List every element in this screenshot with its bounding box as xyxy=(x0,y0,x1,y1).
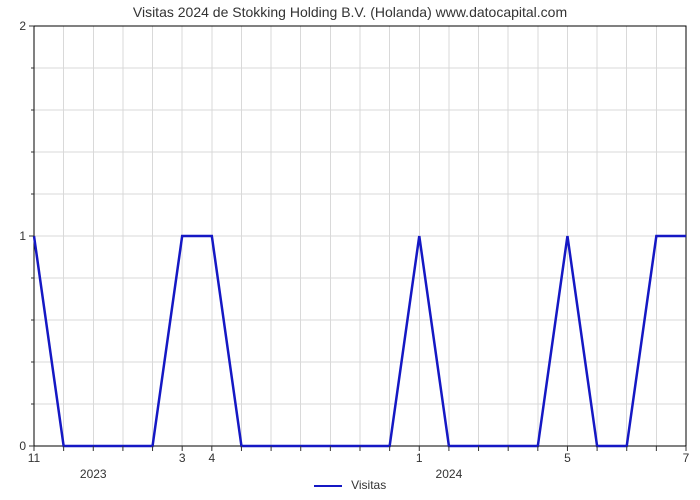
svg-text:2: 2 xyxy=(19,19,26,33)
plot-area: 113415720232024 012 xyxy=(0,0,700,490)
chart-container: { "chart": { "type": "line", "title": "V… xyxy=(0,0,700,500)
x-axis-ticks: 113415720232024 xyxy=(28,446,690,481)
svg-text:0: 0 xyxy=(19,439,26,453)
legend-swatch xyxy=(314,485,342,487)
svg-text:1: 1 xyxy=(416,451,423,465)
y-axis-ticks: 0 1 2 xyxy=(19,19,34,453)
legend-label: Visitas xyxy=(351,478,386,492)
svg-text:11: 11 xyxy=(28,451,41,465)
svg-text:5: 5 xyxy=(564,451,571,465)
svg-text:3: 3 xyxy=(179,451,186,465)
svg-text:7: 7 xyxy=(683,451,690,465)
legend: Visitas xyxy=(0,478,700,492)
svg-text:4: 4 xyxy=(208,451,215,465)
svg-text:1: 1 xyxy=(19,229,26,243)
